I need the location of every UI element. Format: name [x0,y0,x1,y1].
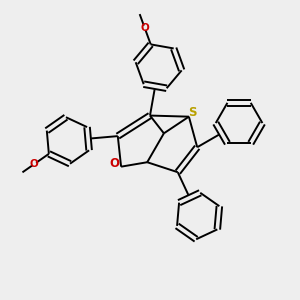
Text: O: O [30,159,39,169]
Text: O: O [140,23,149,33]
Text: O: O [110,158,119,170]
Text: S: S [188,106,197,119]
